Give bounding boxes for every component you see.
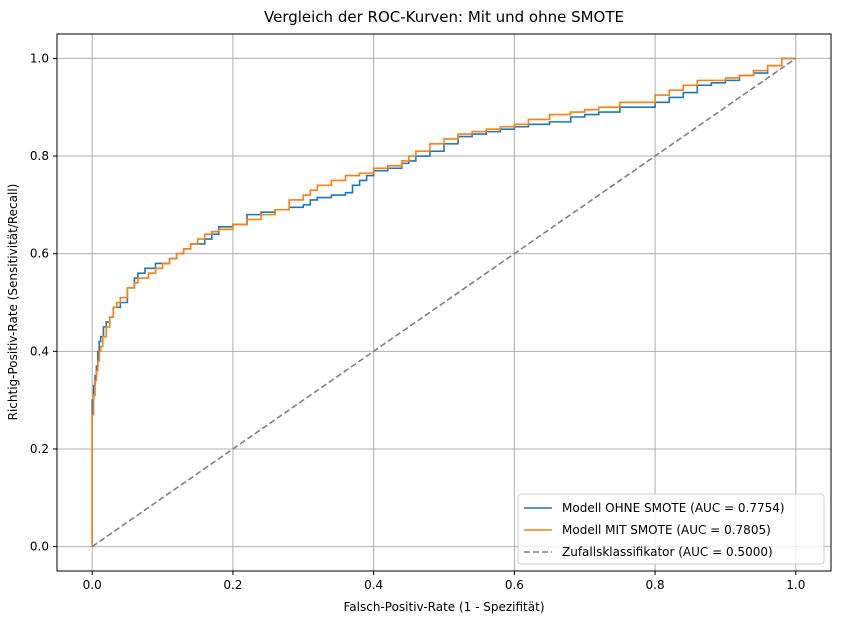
legend-label: Zufallsklassifikator (AUC = 0.5000) [562, 545, 773, 559]
series-lines [91, 57, 797, 548]
y-tick-label: 0.4 [30, 344, 49, 358]
x-tick-label: 0.4 [364, 578, 383, 592]
grid [57, 34, 831, 571]
y-tick-label: 0.8 [30, 149, 49, 163]
plot-frame [56, 33, 832, 572]
x-tick-label: 0.8 [646, 578, 665, 592]
x-axis-label: Falsch-Positiv-Rate (1 - Spezifität) [343, 600, 544, 614]
x-tick-label: 0.6 [505, 578, 524, 592]
chart-title: Vergleich der ROC-Kurven: Mit und ohne S… [264, 8, 624, 26]
series-line-2 [91, 57, 797, 548]
legend-box [517, 493, 825, 565]
y-tick-label: 1.0 [30, 51, 49, 65]
series-line-1 [91, 57, 796, 547]
x-tick-label: 1.0 [786, 578, 805, 592]
y-tick-label: 0.6 [30, 247, 49, 261]
x-tick-label: 0.0 [83, 578, 102, 592]
legend: Modell OHNE SMOTE (AUC = 0.7754) Modell M… [517, 493, 825, 565]
y-axis-label: Richtig-Positiv-Rate (Sensitivität/Recal… [6, 184, 20, 421]
axis-ticks: 0.0 0.2 0.4 0.6 0.8 1.0 0.0 0.2 0.4 0.6 0.8 1.0 [30, 51, 805, 592]
legend-label: Modell OHNE SMOTE (AUC = 0.7754) [562, 501, 785, 515]
x-tick-label: 0.2 [223, 578, 242, 592]
legend-label: Modell MIT SMOTE (AUC = 0.7805) [562, 523, 771, 537]
y-tick-label: 0.2 [30, 442, 49, 456]
y-tick-label: 0.0 [30, 540, 49, 554]
